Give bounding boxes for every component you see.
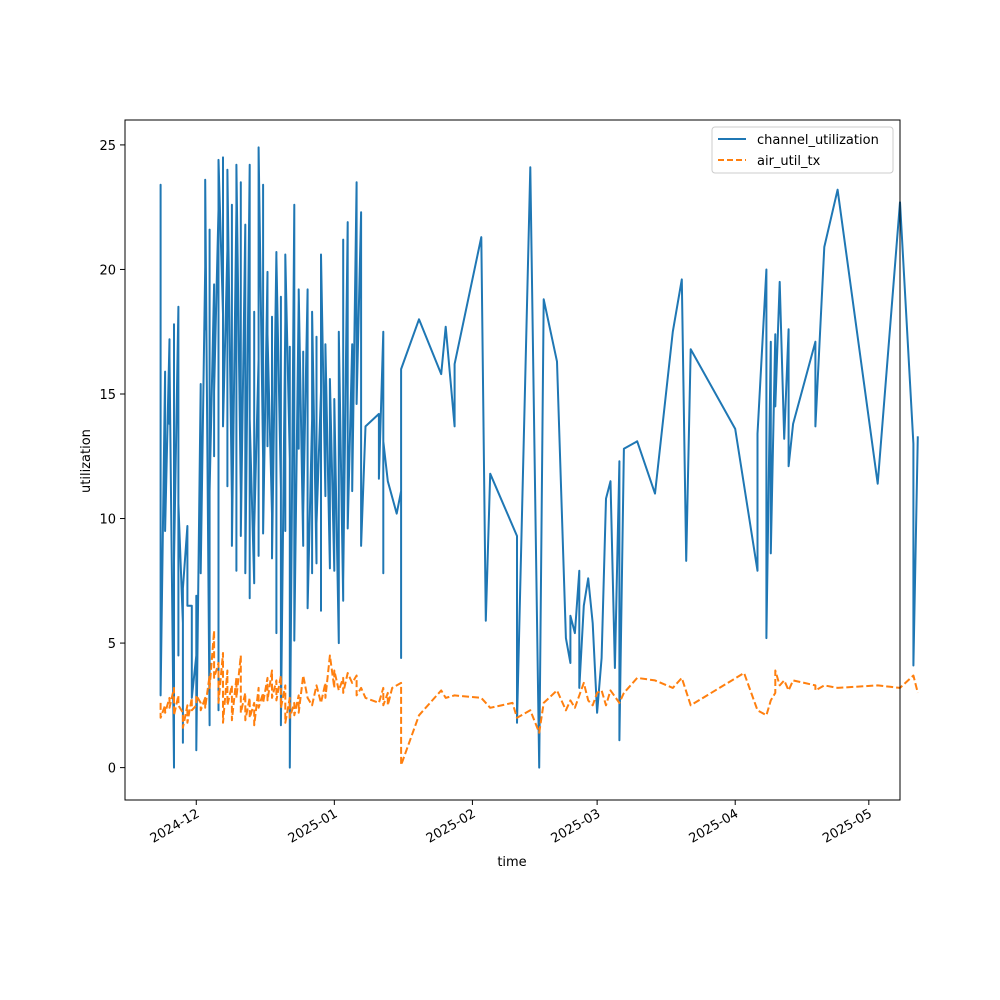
legend: channel_utilization air_util_tx: [711, 126, 894, 174]
y-axis-label: utilization: [79, 429, 94, 493]
y-tick-label: 10: [99, 513, 116, 528]
legend-label-air-util-tx: air_util_tx: [757, 154, 821, 169]
y-tick-label: 20: [99, 263, 116, 278]
legend-label-channel-utilization: channel_utilization: [757, 133, 879, 148]
series-layer: [159, 146, 919, 769]
y-tick-label: 15: [99, 388, 116, 403]
x-tick-label: 2024-12: [148, 806, 203, 846]
plot-frame: [124, 119, 901, 801]
x-axis-label: time: [497, 855, 526, 870]
x-tick-label: 2025-02: [424, 806, 479, 846]
x-tick-label: 2025-04: [687, 806, 742, 846]
x-tick-label: 2025-03: [549, 806, 604, 846]
y-tick-label: 25: [99, 139, 116, 154]
series-channel-utilization: [159, 146, 919, 769]
series-line-channel-utilization: [159, 146, 919, 769]
x-axis: 2024-12 2025-01 2025-02 2025-03 2025-04 2025-…: [148, 800, 875, 847]
y-axis: 0 5 10 15 20 25: [99, 139, 125, 777]
x-tick-label: 2025-05: [820, 806, 875, 846]
series-line-air-util-tx: [159, 629, 919, 767]
x-tick-label: 2025-01: [286, 806, 341, 846]
series-air-util-tx: [159, 629, 919, 767]
y-tick-label: 0: [108, 762, 116, 777]
legend-box: [711, 126, 894, 174]
y-tick-label: 5: [108, 637, 116, 652]
